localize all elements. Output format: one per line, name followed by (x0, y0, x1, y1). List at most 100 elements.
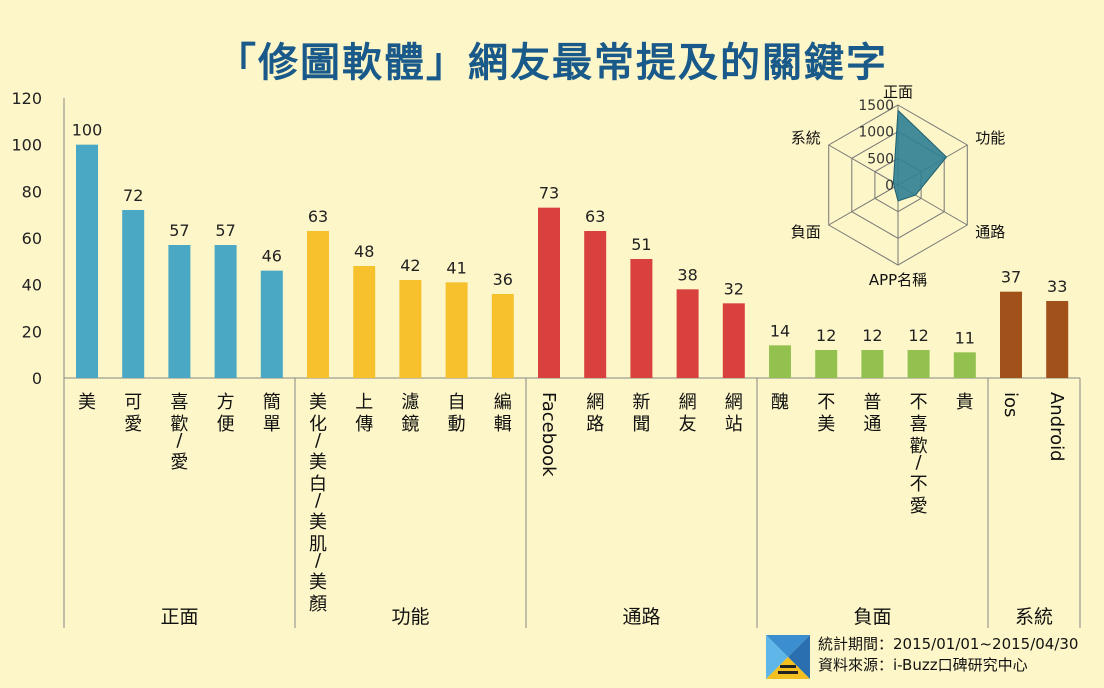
group-label: 負面 (853, 606, 891, 628)
radar-axis-label: 功能 (975, 129, 1005, 147)
bar-value-label: 73 (539, 184, 559, 203)
category-label: Facebook (538, 392, 559, 477)
bar (630, 259, 653, 378)
bar-value-label: 46 (262, 247, 282, 266)
data-source: 資料來源：i-Buzz口碑研究中心 (818, 656, 1028, 674)
bar-value-label: 12 (862, 326, 882, 345)
bar (861, 350, 884, 378)
category-label: 簡單 (263, 392, 281, 435)
bar (815, 350, 838, 378)
radar-axis-label: 正面 (883, 83, 913, 101)
bar (260, 270, 283, 378)
category-label: 自動 (448, 392, 466, 435)
y-tick-label: 20 (22, 322, 42, 341)
bar-value-label: 12 (908, 326, 928, 345)
radar-tick-label: 0 (885, 178, 894, 194)
bar (399, 280, 422, 378)
footer: 統計期間：2015/01/01~2015/04/30 資料來源：i-Buzz口碑… (760, 632, 1100, 682)
bar (769, 345, 791, 378)
category-label: 濾鏡 (401, 392, 419, 435)
bar (1000, 291, 1022, 378)
radar-axis-label: 負面 (791, 223, 821, 241)
category-label: 不喜歡/不愛 (910, 392, 928, 517)
category-label: Android (1046, 392, 1067, 462)
bar (1046, 301, 1069, 378)
category-label: 網路 (586, 392, 604, 435)
bar-value-label: 32 (724, 279, 744, 298)
bar (722, 303, 745, 378)
chart-title: 「修圖軟體」網友最常提及的關鍵字 (216, 40, 888, 86)
group-label: 正面 (160, 606, 198, 628)
stat-period: 統計期間：2015/01/01~2015/04/30 (818, 635, 1079, 653)
radar-spoke (828, 184, 899, 226)
group-label: 系統 (1015, 606, 1053, 628)
category-label: 喜歡/愛 (170, 392, 188, 473)
bar-value-label: 11 (955, 328, 975, 347)
category-label: 新聞 (632, 392, 650, 435)
bar-value-label: 100 (72, 121, 103, 140)
category-label: 上傳 (355, 392, 373, 435)
y-tick-label: 80 (22, 182, 42, 201)
y-tick-label: 0 (32, 369, 42, 388)
bar-value-label: 38 (677, 265, 697, 284)
bar-value-label: 57 (215, 221, 235, 240)
bar (676, 289, 699, 378)
bar (353, 266, 376, 378)
category-label: 普通 (863, 392, 881, 435)
bar-value-label: 33 (1047, 277, 1067, 296)
group-label: 功能 (391, 606, 429, 628)
y-tick-label: 120 (11, 89, 42, 108)
i-buzz-logo (766, 635, 810, 679)
y-tick-label: 40 (22, 276, 42, 295)
bar-value-label: 36 (493, 270, 513, 289)
category-label: 網站 (725, 392, 743, 435)
bar-value-label: 41 (446, 258, 466, 277)
bar-value-label: 63 (308, 207, 328, 226)
category-label: 可愛 (124, 392, 142, 435)
radar-area (892, 109, 948, 202)
category-label: ios (1000, 392, 1021, 417)
radar-axis-label: 通路 (975, 223, 1005, 241)
bar (122, 210, 145, 378)
bar (307, 231, 329, 378)
group-label: 通路 (622, 606, 660, 628)
bar-value-label: 51 (631, 235, 651, 254)
bar (538, 207, 560, 378)
radar-axis-label: 系統 (791, 129, 821, 147)
category-label: 貴 (956, 392, 974, 413)
bar-value-label: 37 (1001, 268, 1021, 287)
category-label: 醜 (771, 392, 789, 413)
bar (445, 282, 468, 378)
bars: 100 美 72 可愛 57 喜歡/愛 57 方便 46 簡單 63 美化/美白/美肌/美顏 48 上傳 4… (72, 121, 1069, 615)
bar-value-label: 72 (123, 186, 143, 205)
bar-value-label: 63 (585, 207, 605, 226)
category-label: 美化/美白/美肌/美顏 (309, 392, 327, 615)
bar (907, 350, 930, 378)
category-label: 不美 (817, 392, 835, 435)
bar-value-label: 57 (169, 221, 189, 240)
bar (953, 352, 976, 378)
bar (76, 144, 98, 378)
radar-tick-label: 1000 (858, 125, 894, 141)
radar-axis-label: APP名稱 (869, 271, 927, 289)
bar-value-label: 42 (400, 256, 420, 275)
bar-value-label: 12 (816, 326, 836, 345)
category-label: 網友 (679, 392, 697, 435)
bar (584, 231, 607, 378)
category-label: 方便 (217, 392, 235, 435)
bar (214, 245, 237, 378)
bar-value-label: 48 (354, 242, 374, 261)
radar-tick-label: 500 (867, 151, 894, 167)
radar-spoke (828, 144, 899, 186)
radar-tick-label: 1500 (858, 98, 894, 114)
bar (491, 294, 514, 378)
bar (168, 245, 191, 378)
category-label: 編輯 (494, 392, 512, 435)
y-tick-label: 60 (22, 229, 42, 248)
bar-value-label: 14 (770, 321, 790, 340)
y-tick-label: 100 (11, 136, 42, 155)
category-label: 美 (78, 392, 96, 413)
